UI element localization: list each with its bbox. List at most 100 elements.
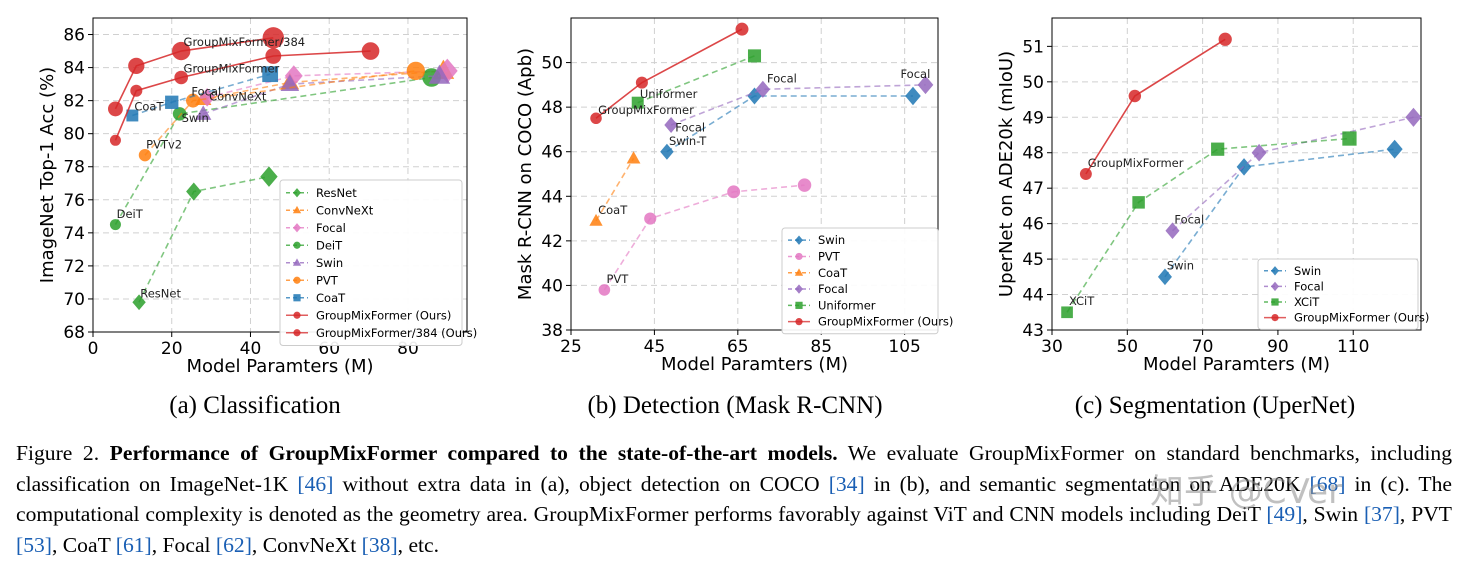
plot-frame — [1051, 17, 1422, 331]
data-point — [1251, 143, 1267, 162]
x-axis-label: Model Paramters (M) — [661, 354, 848, 375]
point-annotation: Focal — [675, 121, 705, 135]
legend-marker — [293, 311, 301, 319]
legend-entry: CoaT — [788, 266, 848, 280]
legend-label: ConvNeXt — [316, 203, 374, 217]
data-point — [260, 166, 278, 187]
series-coat — [589, 151, 641, 226]
legend-entry: Swin — [286, 256, 343, 270]
y-tick-label: 42 — [541, 232, 563, 252]
citation-link[interactable]: [68] — [1309, 471, 1346, 496]
data-point — [735, 22, 749, 36]
legend-marker — [1271, 298, 1279, 306]
citation-link[interactable]: [61] — [115, 532, 152, 557]
data-point — [660, 143, 674, 160]
y-tick-label: 45 — [1022, 250, 1044, 270]
y-tick-label: 46 — [1022, 215, 1044, 235]
caption-text: , Focal — [151, 532, 216, 557]
y-tick-label: 70 — [63, 290, 85, 310]
subcaption-segmentation: (c) Segmentation (UperNet) — [1074, 392, 1356, 419]
data-point — [631, 96, 644, 109]
data-point — [428, 64, 451, 84]
legend-marker — [292, 205, 302, 214]
data-point — [1079, 168, 1092, 180]
data-point — [1211, 142, 1225, 156]
citation-link[interactable]: [46] — [297, 471, 334, 496]
x-axis-label: Model Paramters (M) — [186, 356, 373, 377]
legend-label: CoaT — [316, 291, 346, 305]
legend-marker — [293, 294, 301, 302]
legend-entry: Focal — [1264, 279, 1324, 293]
data-point — [905, 86, 921, 106]
legend-entry: Swin — [788, 233, 845, 247]
data-point — [165, 95, 179, 109]
data-point — [1061, 306, 1073, 319]
subcaption-detection: (b) Detection (Mask R-CNN) — [587, 392, 883, 419]
legend-marker — [795, 235, 803, 245]
citation-link[interactable]: [38] — [361, 532, 398, 557]
plot-frame — [570, 17, 939, 331]
series-line — [1171, 116, 1414, 232]
series-line — [670, 84, 926, 126]
citation-link[interactable]: [37] — [1363, 502, 1400, 526]
chart-panel-1: 25 45 65 85 105 38 40 42 44 46 48 50 Model Paramters… — [515, 17, 953, 375]
data-point — [406, 61, 426, 81]
x-tick-label: 20 — [161, 339, 183, 359]
point-annotation: Swin — [1167, 259, 1194, 273]
caption-text: , PVT — [1399, 502, 1452, 526]
legend-entry: CoaT — [286, 291, 346, 305]
x-tick-label: 85 — [810, 337, 832, 357]
y-tick-label: 84 — [63, 59, 85, 79]
caption-text: , ConvNeXt — [251, 532, 362, 557]
point-annotation: GroupMixFormer — [598, 103, 694, 117]
legend-label: CoaT — [818, 266, 848, 280]
data-point — [1405, 107, 1422, 127]
data-point — [626, 151, 641, 164]
x-tick-label: 40 — [240, 339, 262, 359]
x-tick-label: 105 — [888, 337, 920, 357]
legend-marker — [293, 223, 301, 233]
x-tick-label: 0 — [88, 339, 99, 359]
legend-marker — [1271, 281, 1279, 292]
point-annotation: Focal — [900, 67, 930, 81]
legend-box — [1257, 258, 1419, 330]
legend-marker — [1271, 314, 1279, 322]
y-tick-label: 49 — [1022, 108, 1044, 128]
data-point — [1165, 222, 1180, 240]
citation-link[interactable]: [34] — [828, 471, 865, 496]
caption-text: We evaluate GroupMixFormer on standard b… — [16, 441, 1452, 496]
legend-label: Focal — [316, 221, 346, 235]
data-point — [109, 134, 121, 146]
y-tick-label: 86 — [63, 26, 85, 46]
y-axis-label: UperNet on ADE20k (mIoU) — [996, 51, 1017, 297]
y-axis-label: ImageNet Top-1 Acc (%) — [37, 67, 58, 283]
caption-text: , Swin — [1302, 502, 1364, 526]
y-tick-label: 38 — [541, 321, 563, 341]
x-tick-label: 50 — [1116, 337, 1138, 357]
point-annotation: Focal — [1174, 213, 1204, 227]
legend-box — [781, 227, 939, 335]
series-xcit — [1061, 131, 1357, 319]
legend-entry: PVT — [788, 249, 841, 263]
point-annotation: Swin-T — [669, 134, 707, 148]
x-tick-label: 45 — [644, 337, 666, 357]
caption-bold-title: Performance of GroupMixFormer compared t… — [109, 441, 838, 465]
data-point — [1218, 32, 1232, 46]
y-tick-label: 72 — [63, 257, 85, 277]
series-line — [595, 157, 635, 222]
data-point — [361, 42, 380, 60]
citation-link[interactable]: [62] — [215, 532, 252, 557]
legend-marker — [795, 252, 803, 261]
citation-link[interactable]: [49] — [1266, 502, 1303, 526]
legend-entry: Swin — [1264, 264, 1321, 278]
y-tick-label: 46 — [541, 143, 563, 163]
series-line — [114, 76, 432, 225]
data-point — [1342, 131, 1357, 146]
data-point — [284, 65, 303, 87]
citation-link[interactable]: [53] — [16, 532, 52, 557]
data-point — [635, 76, 648, 89]
series-groupmixformer-ours- — [1079, 32, 1232, 180]
legend-marker — [293, 329, 301, 337]
legend-marker — [794, 268, 804, 276]
series-line — [1066, 137, 1350, 313]
